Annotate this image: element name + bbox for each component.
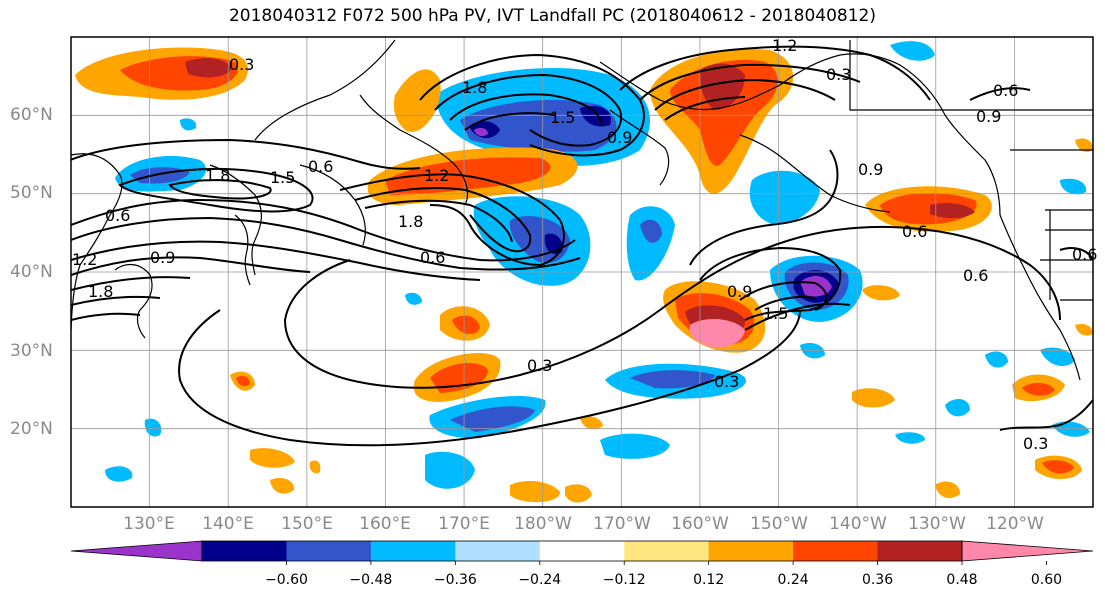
colorbar-segment bbox=[624, 541, 710, 561]
colorbar-segment bbox=[202, 541, 287, 561]
colorbar-segment bbox=[708, 541, 794, 561]
contour-label: 0.3 bbox=[527, 356, 553, 375]
lon-label: 140°E bbox=[202, 514, 254, 534]
contour-label: 1.5 bbox=[270, 168, 296, 187]
colorbar-tick-label: 0.36 bbox=[861, 572, 894, 588]
contour-label: 0.9 bbox=[150, 248, 176, 267]
colorbar-segment bbox=[877, 541, 963, 561]
map-title: 2018040312 F072 500 hPa PV, IVT Landfall… bbox=[228, 6, 876, 26]
colorbar-tick-label: −0.60 bbox=[264, 572, 308, 588]
contour-label: 1.8 bbox=[88, 282, 114, 301]
contour-label: 1.5 bbox=[763, 304, 789, 323]
contour-label: 0.3 bbox=[229, 55, 255, 74]
colorbar-segment bbox=[455, 541, 541, 561]
lat-label-60N: 60°N bbox=[10, 105, 53, 125]
lon-label: 150°W bbox=[750, 514, 808, 534]
contour-label: 1.2 bbox=[72, 250, 98, 269]
contour-label: 0.6 bbox=[1072, 245, 1098, 264]
colorbar-segment bbox=[793, 541, 879, 561]
colorbar-tick-label: 0.12 bbox=[693, 572, 725, 588]
colorbar-tick-label: −0.24 bbox=[518, 572, 562, 588]
lat-label-40N: 40°N bbox=[10, 262, 53, 282]
colorbar-tick-label: 0.60 bbox=[1030, 572, 1063, 588]
contour-label: 1.8 bbox=[398, 212, 424, 231]
colorbar-tick-label: 0.24 bbox=[777, 572, 809, 588]
contour-label: 0.3 bbox=[714, 372, 740, 391]
contour-label: 0.6 bbox=[963, 266, 989, 285]
colorbar-tick-label: −0.48 bbox=[349, 572, 393, 588]
graticule bbox=[71, 37, 1093, 507]
contour-label: 0.6 bbox=[420, 248, 446, 267]
contour-label: 0.9 bbox=[858, 160, 884, 179]
colorbar-segment bbox=[286, 541, 372, 561]
contour-label: 1.2 bbox=[424, 166, 450, 185]
coastlines bbox=[71, 39, 1093, 381]
lon-label: 120°W bbox=[986, 514, 1044, 534]
contour-label: 1.8 bbox=[462, 78, 488, 97]
contour-label: 0.9 bbox=[976, 107, 1002, 126]
contour-label: 1.2 bbox=[772, 36, 798, 55]
colorbar-segment bbox=[370, 541, 456, 561]
map-frame bbox=[70, 36, 1094, 508]
contour-label: 1.8 bbox=[205, 166, 231, 185]
contour-label: 1.5 bbox=[550, 108, 576, 127]
contour-label: 0.6 bbox=[993, 81, 1019, 100]
lon-label: 130°E bbox=[123, 514, 175, 534]
contour-label: 0.6 bbox=[105, 206, 131, 225]
lon-label: 160°E bbox=[359, 514, 411, 534]
pv-contours bbox=[71, 45, 1093, 447]
lon-label: 180°W bbox=[514, 514, 572, 534]
lon-label: 160°W bbox=[671, 514, 729, 534]
colorbar-extend-low bbox=[70, 540, 203, 562]
lat-label-20N: 20°N bbox=[10, 419, 53, 439]
colorbar-tick-label: −0.12 bbox=[602, 572, 646, 588]
colorbar-frame bbox=[201, 540, 963, 562]
lon-label: 130°W bbox=[908, 514, 966, 534]
contour-label: 0.6 bbox=[308, 157, 334, 176]
lon-label: 170°E bbox=[438, 514, 490, 534]
lon-label: 140°W bbox=[829, 514, 887, 534]
colorbar-extend-high bbox=[961, 540, 1094, 562]
contour-label: 0.9 bbox=[727, 282, 753, 301]
lon-label: 150°E bbox=[281, 514, 333, 534]
colorbar bbox=[70, 540, 1094, 565]
lat-label-30N: 30°N bbox=[10, 341, 53, 361]
contour-label: 0.3 bbox=[826, 65, 852, 84]
colorbar-tick-label: 0.48 bbox=[946, 572, 978, 588]
colorbar-tick-label: −0.36 bbox=[433, 572, 477, 588]
lon-label: 170°W bbox=[593, 514, 651, 534]
lat-label-50N: 50°N bbox=[10, 183, 53, 203]
colorbar-segment bbox=[539, 541, 625, 561]
contour-label: 0.9 bbox=[607, 128, 633, 147]
contour-label: 0.6 bbox=[902, 222, 928, 241]
contour-label: 0.3 bbox=[1023, 434, 1049, 453]
